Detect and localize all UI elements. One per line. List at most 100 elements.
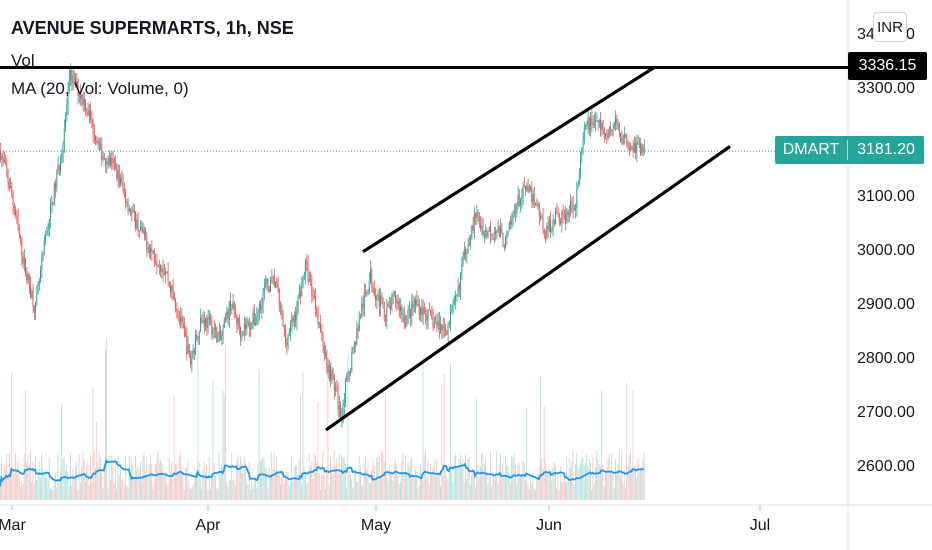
- candle: [175, 297, 177, 313]
- candle: [500, 218, 502, 238]
- candle: [245, 318, 247, 337]
- volume-bar: [611, 453, 613, 500]
- candle: [48, 218, 50, 238]
- volume-bar: [348, 472, 350, 500]
- candle: [365, 284, 367, 298]
- volume-bar: [461, 462, 463, 500]
- candle: [627, 140, 629, 151]
- volume-bar: [176, 462, 178, 500]
- candle: [582, 132, 584, 155]
- candle: [83, 91, 85, 112]
- volume-bar: [335, 465, 336, 500]
- candle: [52, 201, 54, 206]
- candle: [452, 298, 454, 314]
- candle: [353, 340, 355, 354]
- candle: [413, 297, 415, 313]
- volume-bar: [178, 455, 180, 500]
- volume-bar: [278, 475, 280, 500]
- candle: [165, 267, 167, 284]
- candle: [555, 207, 557, 225]
- volume-bar: [466, 479, 468, 500]
- volume-bar: [158, 461, 160, 500]
- price-axis[interactable]: 3400.003300.003200.003100.003000.002900.…: [857, 26, 915, 475]
- candle: [543, 228, 545, 240]
- candle: [300, 285, 302, 305]
- candle: [361, 296, 363, 318]
- volume-bar: [437, 474, 439, 500]
- candle: [571, 197, 573, 214]
- candle: [87, 102, 89, 117]
- candle: [511, 212, 513, 230]
- volume-bar: [430, 463, 431, 500]
- candle: [412, 295, 414, 316]
- candle: [327, 358, 329, 380]
- candle: [37, 280, 39, 295]
- candle: [188, 344, 190, 358]
- volume-bar: [327, 380, 329, 500]
- candle: [551, 226, 553, 234]
- candle: [642, 143, 644, 157]
- channel-lower-line[interactable]: [325, 145, 731, 432]
- volume-bar: [15, 453, 16, 500]
- volume-bar: [438, 476, 440, 500]
- volume-bar: [636, 477, 638, 500]
- candle: [10, 177, 12, 189]
- volume-bar: [552, 467, 554, 500]
- channel-upper-line[interactable]: [362, 65, 656, 254]
- time-axis[interactable]: Mar Apr May Jun Jul: [0, 505, 770, 534]
- volume-bar: [11, 371, 13, 500]
- volume-bar: [286, 471, 288, 500]
- candle: [218, 322, 220, 342]
- volume-bar: [172, 478, 174, 500]
- volume-bar: [137, 466, 139, 500]
- volume-bar: [411, 457, 413, 500]
- candle: [593, 113, 595, 128]
- volume-bar: [475, 486, 476, 500]
- currency-button[interactable]: INR: [873, 12, 907, 42]
- candle: [638, 137, 640, 149]
- candle: [50, 197, 52, 229]
- volume-bar: [358, 456, 360, 500]
- candle: [405, 314, 407, 329]
- volume-bar: [528, 489, 530, 500]
- volume-bar: [505, 455, 506, 500]
- volume-bar: [247, 484, 249, 500]
- volume-bar: [610, 469, 611, 500]
- candle: [197, 335, 199, 345]
- volume-bar: [111, 455, 113, 500]
- volume-bar: [642, 458, 644, 500]
- volume-bar: [283, 484, 285, 500]
- candle: [418, 298, 420, 320]
- candle: [640, 137, 642, 157]
- volume-bar: [401, 461, 403, 500]
- candle: [15, 205, 17, 219]
- volume-bar: [472, 468, 474, 500]
- candle: [88, 104, 90, 124]
- volume-bar: [462, 459, 464, 500]
- candle: [270, 276, 272, 292]
- volume-bar: [553, 461, 555, 500]
- volume-bar: [130, 472, 131, 500]
- candle: [560, 217, 562, 226]
- volume-bar: [353, 472, 355, 500]
- volume-bar: [0, 481, 1, 500]
- candle: [17, 208, 19, 231]
- candle: [322, 331, 324, 353]
- candle: [632, 139, 634, 158]
- volume-bar: [270, 474, 271, 500]
- volume-bar: [578, 468, 580, 500]
- candle: [335, 382, 337, 397]
- candle: [46, 226, 48, 236]
- candle: [32, 283, 34, 314]
- candle: [483, 230, 485, 244]
- volume-bar: [293, 467, 295, 500]
- trend-channel-drawings[interactable]: [0, 65, 848, 432]
- candle: [472, 216, 474, 234]
- volume-bar: [633, 465, 635, 500]
- volume-bar: [101, 472, 103, 500]
- volume-bar: [345, 464, 346, 500]
- volume-bar: [242, 472, 244, 500]
- volume-bar: [546, 469, 548, 500]
- volume-bar: [72, 468, 74, 500]
